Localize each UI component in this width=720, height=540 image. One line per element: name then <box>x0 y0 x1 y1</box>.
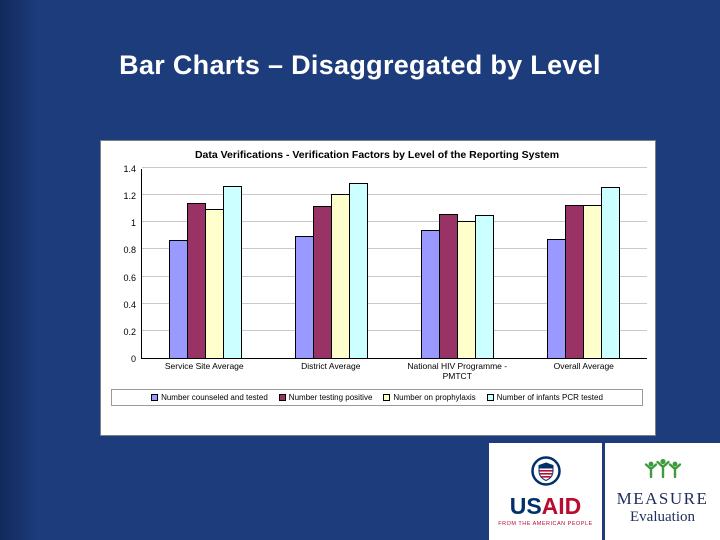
usaid-wordmark-aid: AID <box>541 493 582 519</box>
gridline <box>142 329 647 331</box>
gridline <box>142 194 647 196</box>
legend-label: Number on prophylaxis <box>393 393 476 402</box>
legend-item: Number of infants PCR tested <box>486 393 603 402</box>
bar <box>330 194 350 358</box>
bar-series-container <box>142 169 647 358</box>
legend-item: Number testing positive <box>278 393 373 402</box>
bar <box>204 209 224 358</box>
bar <box>186 203 206 358</box>
measure-evaluation-logo: MEASURE Evaluation <box>605 443 720 540</box>
bar <box>312 206 332 358</box>
chart-legend: Number counseled and tested Number testin… <box>111 389 643 406</box>
bar <box>475 215 495 358</box>
usaid-wordmark-us: US <box>509 493 542 519</box>
bar-group <box>521 169 647 358</box>
y-tick-label: 1.2 <box>123 191 136 202</box>
legend-swatch <box>383 394 391 401</box>
x-axis-category-labels: Service Site Average District Average Nati… <box>141 361 647 383</box>
y-axis: 0 0.2 0.4 0.6 0.8 1 1.2 1.4 <box>107 164 141 364</box>
gridline <box>142 221 647 223</box>
y-tick-label: 0.2 <box>123 326 136 337</box>
bar <box>547 239 567 358</box>
y-tick-label: 0.4 <box>123 299 136 310</box>
left-accent-band <box>0 0 38 540</box>
usaid-seal-icon <box>530 456 561 493</box>
bar <box>222 186 242 358</box>
bar-group <box>142 169 268 358</box>
gridline <box>142 167 647 168</box>
category-label: Overall Average <box>553 361 614 371</box>
bar <box>348 183 368 358</box>
y-tick-label: 0 <box>130 354 136 364</box>
chart-plot-row: 0 0.2 0.4 0.6 0.8 1 1.2 1.4 <box>107 164 647 364</box>
bar <box>457 221 477 358</box>
y-tick-label: 0.6 <box>123 272 136 283</box>
legend-item: Number counseled and tested <box>151 393 268 402</box>
gridline <box>142 275 647 277</box>
bar <box>583 205 603 358</box>
gridline <box>142 302 647 304</box>
gridlines <box>142 167 647 358</box>
bar <box>168 240 188 358</box>
legend-label: Number testing positive <box>288 393 373 402</box>
usaid-wordmark: USAID <box>510 495 582 518</box>
bar <box>601 187 621 358</box>
bar <box>565 205 585 358</box>
category-label: District Average <box>301 361 361 371</box>
chart-title: Data Verifications - Verification Factor… <box>194 149 560 161</box>
category-label: National HIV Programme - PMTCT <box>407 361 508 382</box>
legend-swatch <box>486 394 494 401</box>
logo-divider <box>602 443 605 540</box>
bar <box>439 214 459 358</box>
legend-swatch <box>278 394 286 401</box>
chart-panel: Data Verifications - Verification Factor… <box>100 140 656 436</box>
bar <box>421 230 441 358</box>
legend-item: Number on prophylaxis <box>383 393 476 402</box>
y-tick-label: 1.4 <box>123 164 136 174</box>
footer-logos: USAID FROM THE AMERICAN PEOPLE M <box>489 443 720 540</box>
category-label: Service Site Average <box>164 361 244 371</box>
plot-area <box>141 167 647 359</box>
y-tick-label: 0.8 <box>123 245 136 256</box>
usaid-tagline: FROM THE AMERICAN PEOPLE <box>498 521 593 527</box>
measure-people-icon <box>641 457 685 488</box>
slide-title: Bar Charts – Disaggregated by Level <box>119 50 601 80</box>
bar-group <box>268 169 394 358</box>
legend-label: Number counseled and tested <box>161 393 268 402</box>
measure-evaluation-text: Evaluation <box>630 509 695 526</box>
bar <box>294 236 314 358</box>
y-tick-label: 1 <box>130 218 136 229</box>
gridline <box>142 248 647 250</box>
bar-group <box>395 169 521 358</box>
legend-label: Number of infants PCR tested <box>496 393 603 402</box>
legend-swatch <box>151 394 159 401</box>
usaid-logo: USAID FROM THE AMERICAN PEOPLE <box>489 443 602 540</box>
measure-wordmark: MEASURE <box>616 489 709 509</box>
